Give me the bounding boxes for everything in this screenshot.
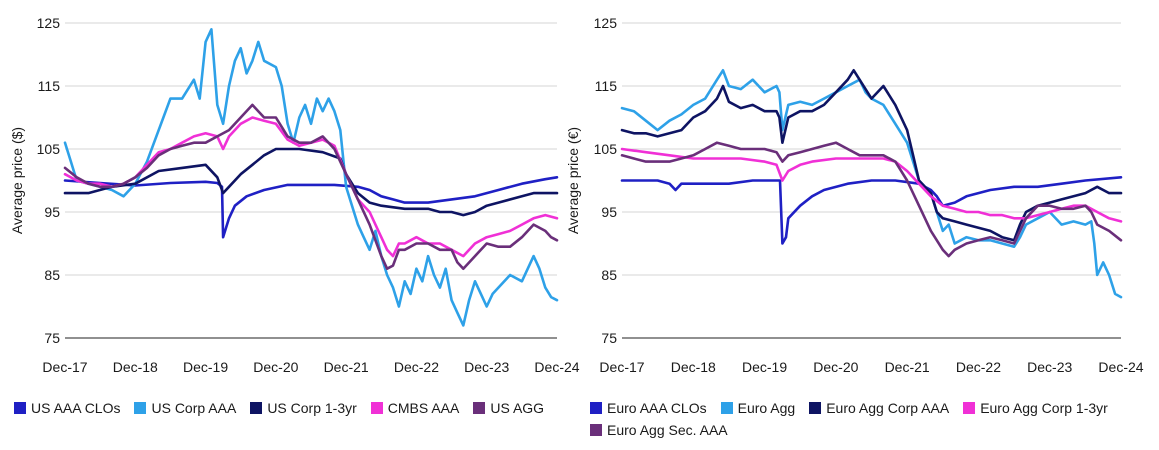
x-tick-label: Dec-22 (956, 359, 1001, 375)
x-tick-label: Dec-20 (813, 359, 858, 375)
x-tick-label: Dec-18 (671, 359, 716, 375)
legend-swatch (473, 402, 486, 414)
x-tick-label: Dec-21 (885, 359, 930, 375)
series-line-us-corp-aaa (63, 28, 559, 327)
x-tick-label: Dec-19 (183, 359, 228, 375)
legend-label: US AAA CLOs (31, 400, 121, 416)
x-tick-label: Dec-23 (1027, 359, 1072, 375)
legend-swatch (809, 402, 822, 414)
y-tick-label: 85 (44, 267, 60, 283)
y-tick-label: 125 (37, 15, 61, 31)
legend-item: US Corp 1-3yr (250, 400, 357, 416)
series-line-us-agg (63, 103, 559, 270)
legend-item: Euro Agg Corp 1-3yr (963, 400, 1108, 416)
legend-label: Euro Agg Sec. AAA (607, 422, 728, 438)
series-line-euro-aaa-clos (620, 176, 1123, 245)
series-line-euro-agg-corp-1-3yr (620, 147, 1123, 223)
series-line-euro-agg-sec-aaa (620, 141, 1123, 258)
x-tick-label: Dec-24 (534, 359, 579, 375)
x-tick-label: Dec-21 (324, 359, 369, 375)
legend-label: Euro Agg Corp 1-3yr (980, 400, 1108, 416)
legend-item: US AGG (473, 400, 544, 416)
legend-item: Euro Agg Corp AAA (809, 400, 949, 416)
x-tick-label: Dec-22 (394, 359, 439, 375)
y-tick-label: 115 (595, 78, 618, 94)
legend-label: US AGG (490, 400, 545, 416)
y-tick-label: 105 (594, 141, 618, 157)
y-tick-label: 75 (601, 330, 617, 346)
y-tick-label: 85 (601, 267, 617, 283)
legend-right: Euro AAA CLOs Euro Agg Euro Agg Corp AAA Eu… (590, 400, 1150, 438)
legend-label: Euro AAA CLOs (607, 400, 707, 416)
legend-swatch (370, 402, 383, 414)
y-tick-label: 125 (594, 15, 618, 31)
legend-swatch (250, 402, 263, 414)
legend-label: Euro Agg Corp AAA (826, 400, 950, 416)
y-axis-title: Average price (€) (565, 127, 581, 234)
series-line-euro-agg-corp-aaa (620, 69, 1123, 242)
legend-label: US Corp AAA (151, 400, 237, 416)
legend-item: US Corp AAA (134, 400, 236, 416)
legend-label: Euro Agg (737, 400, 796, 416)
x-tick-label: Dec-17 (599, 359, 644, 375)
y-tick-label: 95 (44, 204, 60, 220)
chart-right: 75 85 95 105 115 125 Dec-17 Dec-18 Dec-19 Dec-20 D… (565, 15, 1144, 375)
legend-left: US AAA CLOs US Corp AAA US Corp 1-3yr CMBS … (14, 400, 574, 416)
x-tick-label: Dec-23 (464, 359, 509, 375)
chart-left: 75 85 95 105 115 125 Dec-17 Dec-18 Dec-19 Dec-20 D… (9, 15, 580, 375)
x-tick-label: Dec-18 (113, 359, 158, 375)
y-tick-label: 105 (37, 141, 61, 157)
legend-swatch (720, 402, 733, 414)
y-tick-label: 115 (38, 78, 61, 94)
y-tick-label: 75 (44, 330, 60, 346)
legend-swatch (134, 402, 147, 414)
x-tick-label: Dec-20 (253, 359, 298, 375)
legend-item: Euro Agg (720, 400, 796, 416)
legend-item: CMBS AAA (370, 400, 460, 416)
legend-label: US Corp 1-3yr (267, 400, 357, 416)
x-tick-label: Dec-19 (742, 359, 787, 375)
legend-item: US AAA CLOs (14, 400, 120, 416)
x-tick-label: Dec-24 (1098, 359, 1143, 375)
y-tick-label: 95 (601, 204, 617, 220)
legend-item: Euro Agg Sec. AAA (590, 422, 728, 438)
series-line-us-aaa-clos (63, 176, 559, 239)
series-line-euro-agg (620, 69, 1123, 299)
legend-label: CMBS AAA (387, 400, 460, 416)
series-line-us-corp-1-3yr (63, 147, 559, 217)
legend-swatch (590, 424, 602, 436)
y-axis-title: Average price ($) (9, 127, 25, 234)
series-line-cmbs-aaa (63, 116, 559, 258)
legend-item: Euro AAA CLOs (590, 400, 707, 416)
legend-swatch (963, 402, 976, 414)
charts-canvas: 75 85 95 105 115 125 Dec-17 Dec-18 Dec-19 Dec-20 D… (9, 15, 1144, 375)
legend-swatch (590, 402, 602, 414)
x-tick-label: Dec-17 (42, 359, 87, 375)
legend-swatch (14, 402, 26, 414)
